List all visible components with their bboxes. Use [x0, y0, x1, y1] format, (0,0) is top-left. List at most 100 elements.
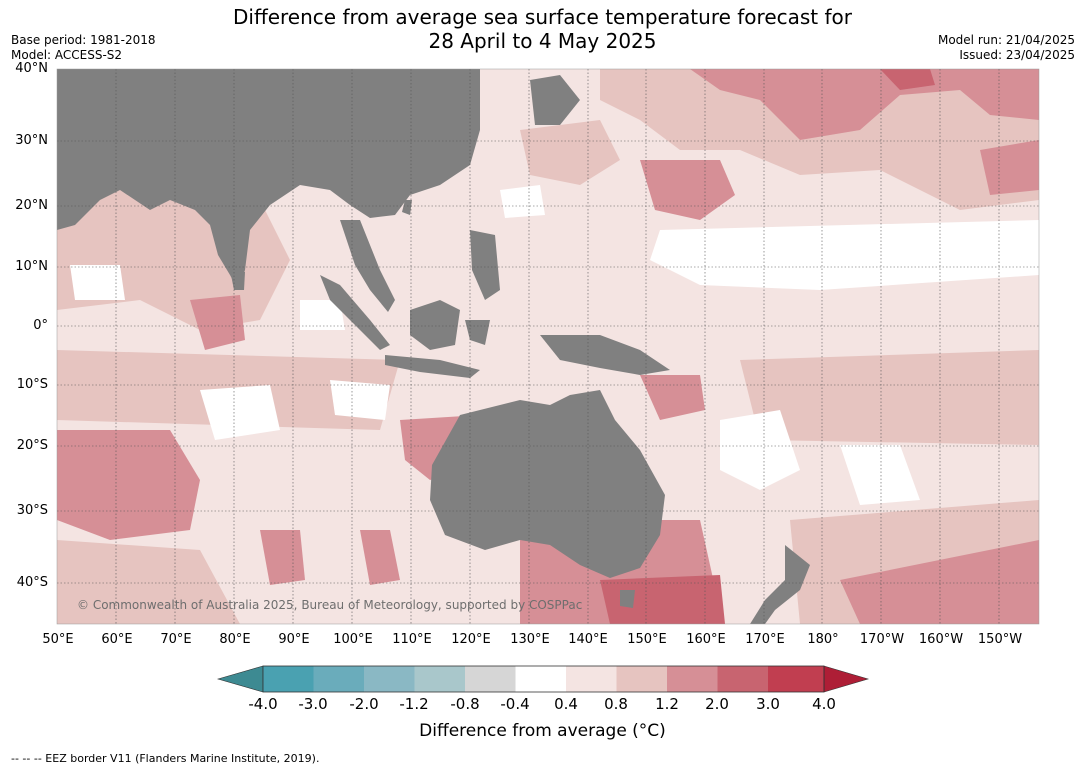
colorbar-extend-low [216, 665, 264, 693]
anomaly-east-china-moderate [520, 120, 620, 185]
colorbar-bin-7 [566, 666, 617, 692]
colorbar-tick: -0.4 [500, 695, 530, 713]
colorbar-tick: -1.2 [399, 695, 429, 713]
anomaly-north-pacific-warm [690, 69, 1039, 140]
metadata-left: Base period: 1981-2018 Model: ACCESS-S2 [11, 33, 156, 63]
colorbar-bin-2 [313, 666, 364, 692]
anomaly-southern-indian-warm-2 [360, 530, 400, 585]
lon-label-130e: 130°E [510, 632, 550, 647]
lat-label-0: 0° [33, 318, 48, 333]
colorbar-bin-4 [414, 666, 465, 692]
eez-footnote: -- -- -- EEZ border V11 (Flanders Marine… [11, 752, 320, 765]
colorbar-tick: 0.4 [554, 695, 578, 713]
lon-label-170e: 170°E [745, 632, 785, 647]
lon-label-50e: 50°E [42, 632, 74, 647]
title-line-1: Difference from average sea surface temp… [232, 5, 852, 29]
anomaly-contours [57, 69, 1039, 624]
graticule [57, 69, 1039, 624]
australia-landmass [430, 390, 665, 578]
colorbar-bin-9 [667, 666, 718, 692]
lon-label-140e: 140°E [568, 632, 608, 647]
lon-label-160w: 160°W [918, 632, 964, 647]
model-name: Model: ACCESS-S2 [11, 48, 123, 62]
anomaly-south-pacific-warm [840, 540, 1039, 624]
indochina-peninsula [340, 220, 395, 312]
colorbar-bin-8 [616, 666, 667, 692]
colorbar-bin-1 [263, 666, 314, 692]
lon-label-120e: 120°E [451, 632, 491, 647]
map-area [57, 69, 1039, 624]
lon-label-150e: 150°E [627, 632, 667, 647]
java-island [385, 355, 480, 378]
neutral-arabian-sea [70, 265, 125, 300]
lat-label-10s: 10°S [16, 377, 48, 392]
anomaly-southern-indian-warm [260, 530, 305, 585]
lon-label-150w: 150°W [977, 632, 1023, 647]
asia-landmass [57, 69, 480, 290]
lat-label-20s: 20°S [16, 438, 48, 453]
anomaly-southern-indian-moderate [57, 540, 240, 624]
lat-label-40n: 40°N [15, 61, 48, 76]
colorbar-frame [262, 665, 825, 693]
colorbar-extend-high [823, 665, 870, 693]
neutral-south-indian-1 [200, 385, 280, 440]
issued-date: Issued: 23/04/2025 [959, 48, 1075, 62]
sumatra-island [320, 275, 390, 350]
neutral-coral-sea [720, 410, 800, 490]
anomaly-north-pacific-hot [880, 69, 935, 90]
colorbar-bin-6 [515, 666, 566, 692]
model-run: Model run: 21/04/2025 [937, 33, 1075, 47]
lon-label-180: 180° [807, 632, 839, 647]
map-title: Difference from average sea surface temp… [0, 5, 1085, 53]
tasmania-island [620, 590, 635, 608]
metadata-right: Model run: 21/04/2025 Issued: 23/04/2025 [938, 33, 1075, 63]
colorbar-tick: 4.0 [812, 695, 836, 713]
anomaly-hawaii-warm [980, 140, 1039, 195]
borneo-island [410, 300, 460, 350]
new-zealand-islands [750, 545, 810, 624]
lon-label-170w: 170°W [859, 632, 905, 647]
neutral-south-indian-2 [330, 380, 390, 420]
lat-label-20n: 20°N [15, 198, 48, 213]
philippines-islands [470, 230, 500, 300]
colorbar-tick: 1.2 [655, 695, 679, 713]
colorbar [216, 665, 870, 693]
colorbar-tick: 2.0 [705, 695, 729, 713]
colorbar-label: Difference from average (°C) [419, 721, 666, 741]
lat-label-40s: 40°S [16, 575, 48, 590]
lat-label-10n: 10°N [15, 259, 48, 274]
anomaly-south-tasman-hot [600, 575, 725, 624]
colorbar-tick: -0.8 [450, 695, 480, 713]
neutral-south-pacific [840, 445, 920, 505]
lon-label-90e: 90°E [278, 632, 310, 647]
anomaly-south-indian-warm [57, 430, 200, 540]
lat-label-30n: 30°N [15, 133, 48, 148]
lon-label-80e: 80°E [219, 632, 251, 647]
lon-label-110e: 110°E [392, 632, 432, 647]
neutral-philippine-sea [500, 185, 545, 218]
neutral-north-equatorial [650, 220, 1039, 290]
colorbar-bin-11 [768, 666, 824, 692]
colorbar-bin-10 [717, 666, 768, 692]
anomaly-central-indian-warm [190, 295, 245, 350]
colorbar-tick: -2.0 [349, 695, 379, 713]
colorbar-tick: 0.8 [604, 695, 628, 713]
lon-label-60e: 60°E [101, 632, 133, 647]
anomaly-coral-sea-warm [640, 375, 705, 420]
colorbar-tick: 3.0 [756, 695, 780, 713]
anomaly-south-pacific-tropical [740, 350, 1039, 445]
base-period: Base period: 1981-2018 [11, 33, 156, 47]
colorbar-bin-3 [364, 666, 415, 692]
landmasses [57, 69, 810, 624]
colorbar-bin-5 [465, 666, 516, 692]
neutral-contours [70, 185, 1039, 505]
lat-label-30s: 30°S [16, 503, 48, 518]
lon-label-160e: 160°E [686, 632, 726, 647]
lon-label-100e: 100°E [333, 632, 373, 647]
colorbar-tick: -4.0 [248, 695, 278, 713]
map-frame [56, 68, 1040, 625]
new-guinea-island [540, 335, 670, 375]
copyright-notice: © Commonwealth of Australia 2025, Bureau… [77, 598, 583, 612]
lon-label-70e: 70°E [160, 632, 192, 647]
